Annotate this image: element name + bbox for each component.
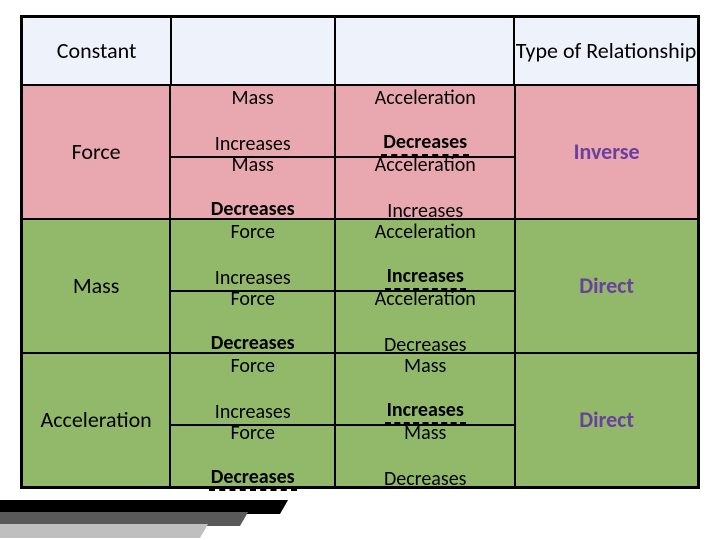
constant-label: Acceleration <box>40 407 151 432</box>
result-line1: Acceleration <box>375 154 476 177</box>
result-line1: Acceleration <box>375 221 476 244</box>
condition-line1: Mass <box>232 87 274 110</box>
table-body-row: Acceleration ForceIncreasesForceDecrease… <box>22 353 698 487</box>
table-header-row: Constant Type of Relationship <box>22 17 698 85</box>
relationship-type-label: Inverse <box>574 139 640 164</box>
condition-fill-in: Decreases <box>209 466 297 491</box>
header-blank-1 <box>171 17 335 85</box>
relationship-type-cell: Inverse <box>515 85 698 219</box>
relationship-type-cell: Direct <box>515 353 698 487</box>
result-line1: Acceleration <box>375 288 476 311</box>
constant-label: Mass <box>73 273 120 298</box>
result-fill-in: Increases <box>385 399 466 424</box>
condition-cell: ForceDecreases <box>170 425 335 487</box>
header-constant-label: Constant <box>57 38 137 63</box>
relationship-type-label: Direct <box>579 273 634 298</box>
decor-stripe <box>0 500 288 514</box>
condition-cell: ForceIncreases <box>170 219 335 291</box>
relationship-type-cell: Direct <box>515 219 698 353</box>
condition-cell: MassIncreases <box>170 85 335 157</box>
result-line1: Mass <box>404 422 446 445</box>
constant-cell: Force <box>22 85 170 219</box>
result-line2: Decreases <box>384 468 467 491</box>
result-cell: MassDecreases <box>335 425 515 487</box>
result-fill-in: Decreases <box>381 131 469 156</box>
condition-line1: Force <box>230 422 275 445</box>
header-blank-2 <box>335 17 514 85</box>
condition-line1: Force <box>230 355 275 378</box>
constant-label: Force <box>72 139 121 164</box>
decor-stripe <box>0 512 248 526</box>
result-line1: Mass <box>404 355 446 378</box>
corner-decoration <box>0 490 320 540</box>
header-type-label: Type of Relationship <box>516 38 697 63</box>
header-type: Type of Relationship <box>514 17 698 85</box>
result-cell: AccelerationDecreases <box>335 291 515 353</box>
result-cell: Mass Increases <box>335 353 515 425</box>
header-constant: Constant <box>22 17 171 85</box>
relationship-type-label: Direct <box>579 407 634 432</box>
result-cell: Acceleration Increases <box>335 219 515 291</box>
condition-cell: MassDecreases <box>170 157 335 219</box>
decor-stripe <box>0 524 208 538</box>
relationship-table: Constant Type of Relationship Force Mass… <box>20 15 700 489</box>
condition-cell: ForceDecreases <box>170 291 335 353</box>
result-fill-in: Increases <box>385 265 466 290</box>
condition-line1: Mass <box>232 154 274 177</box>
result-cell: AccelerationIncreases <box>335 157 515 219</box>
table-body-row: Force MassIncreasesMassDecreasesAccelera… <box>22 85 698 219</box>
constant-cell: Acceleration <box>22 353 170 487</box>
result-cell: Acceleration Decreases <box>335 85 515 157</box>
condition-line1: Force <box>230 221 275 244</box>
constant-cell: Mass <box>22 219 170 353</box>
condition-line1: Force <box>230 288 275 311</box>
condition-cell: ForceIncreases <box>170 353 335 425</box>
table-body-row: Mass ForceIncreasesForceDecreasesAcceler… <box>22 219 698 353</box>
result-line1: Acceleration <box>375 87 476 110</box>
